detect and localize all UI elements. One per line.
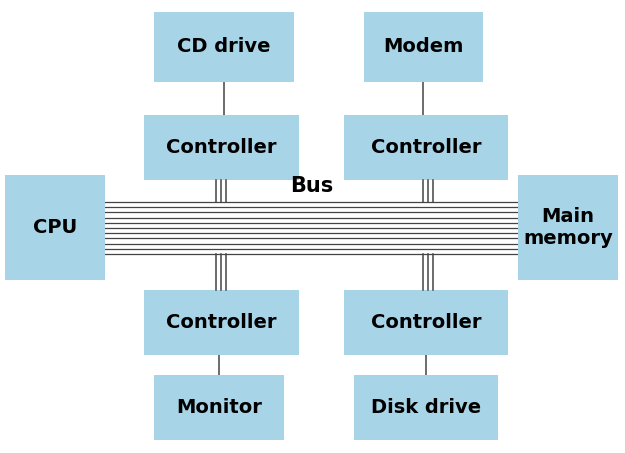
FancyBboxPatch shape [154,12,294,82]
Text: CD drive: CD drive [177,38,271,57]
Text: Controller: Controller [166,313,277,332]
Text: Main
memory: Main memory [523,207,613,248]
FancyBboxPatch shape [344,115,508,180]
Text: Modem: Modem [383,38,464,57]
FancyBboxPatch shape [518,175,618,280]
Text: Monitor: Monitor [176,398,262,417]
FancyBboxPatch shape [154,375,284,440]
FancyBboxPatch shape [364,12,483,82]
Text: Disk drive: Disk drive [371,398,481,417]
FancyBboxPatch shape [344,290,508,355]
FancyBboxPatch shape [354,375,498,440]
Text: Controller: Controller [371,138,481,157]
Text: Controller: Controller [371,313,481,332]
Text: CPU: CPU [32,218,77,237]
Text: Bus: Bus [290,176,334,196]
FancyBboxPatch shape [144,290,299,355]
FancyBboxPatch shape [5,175,104,280]
Text: Controller: Controller [166,138,277,157]
FancyBboxPatch shape [144,115,299,180]
